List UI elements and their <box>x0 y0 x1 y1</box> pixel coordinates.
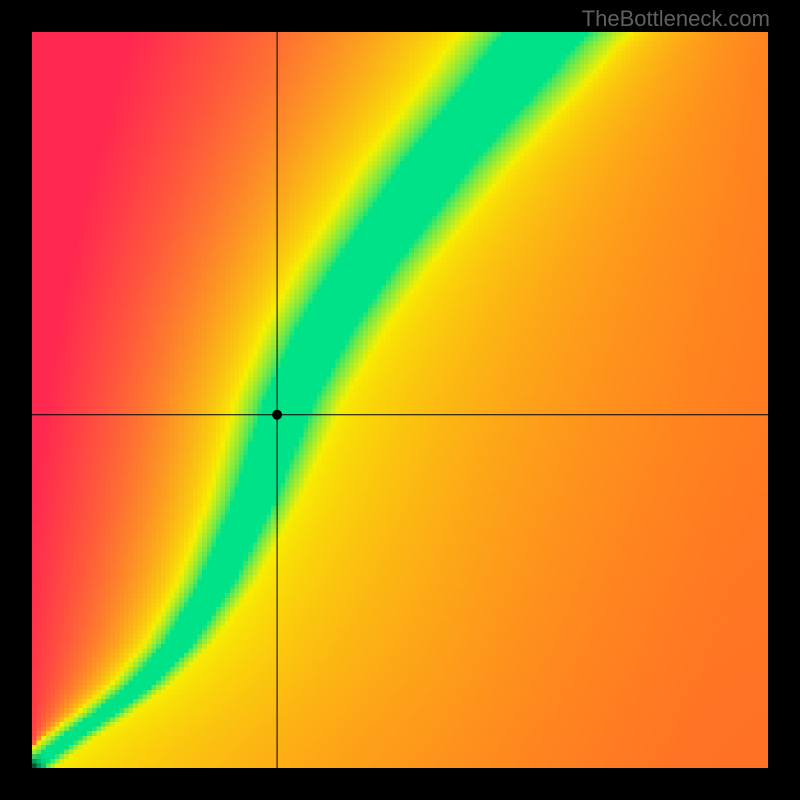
chart-container: TheBottleneck.com <box>0 0 800 800</box>
bottleneck-heatmap <box>32 32 768 768</box>
watermark-text: TheBottleneck.com <box>582 6 770 32</box>
